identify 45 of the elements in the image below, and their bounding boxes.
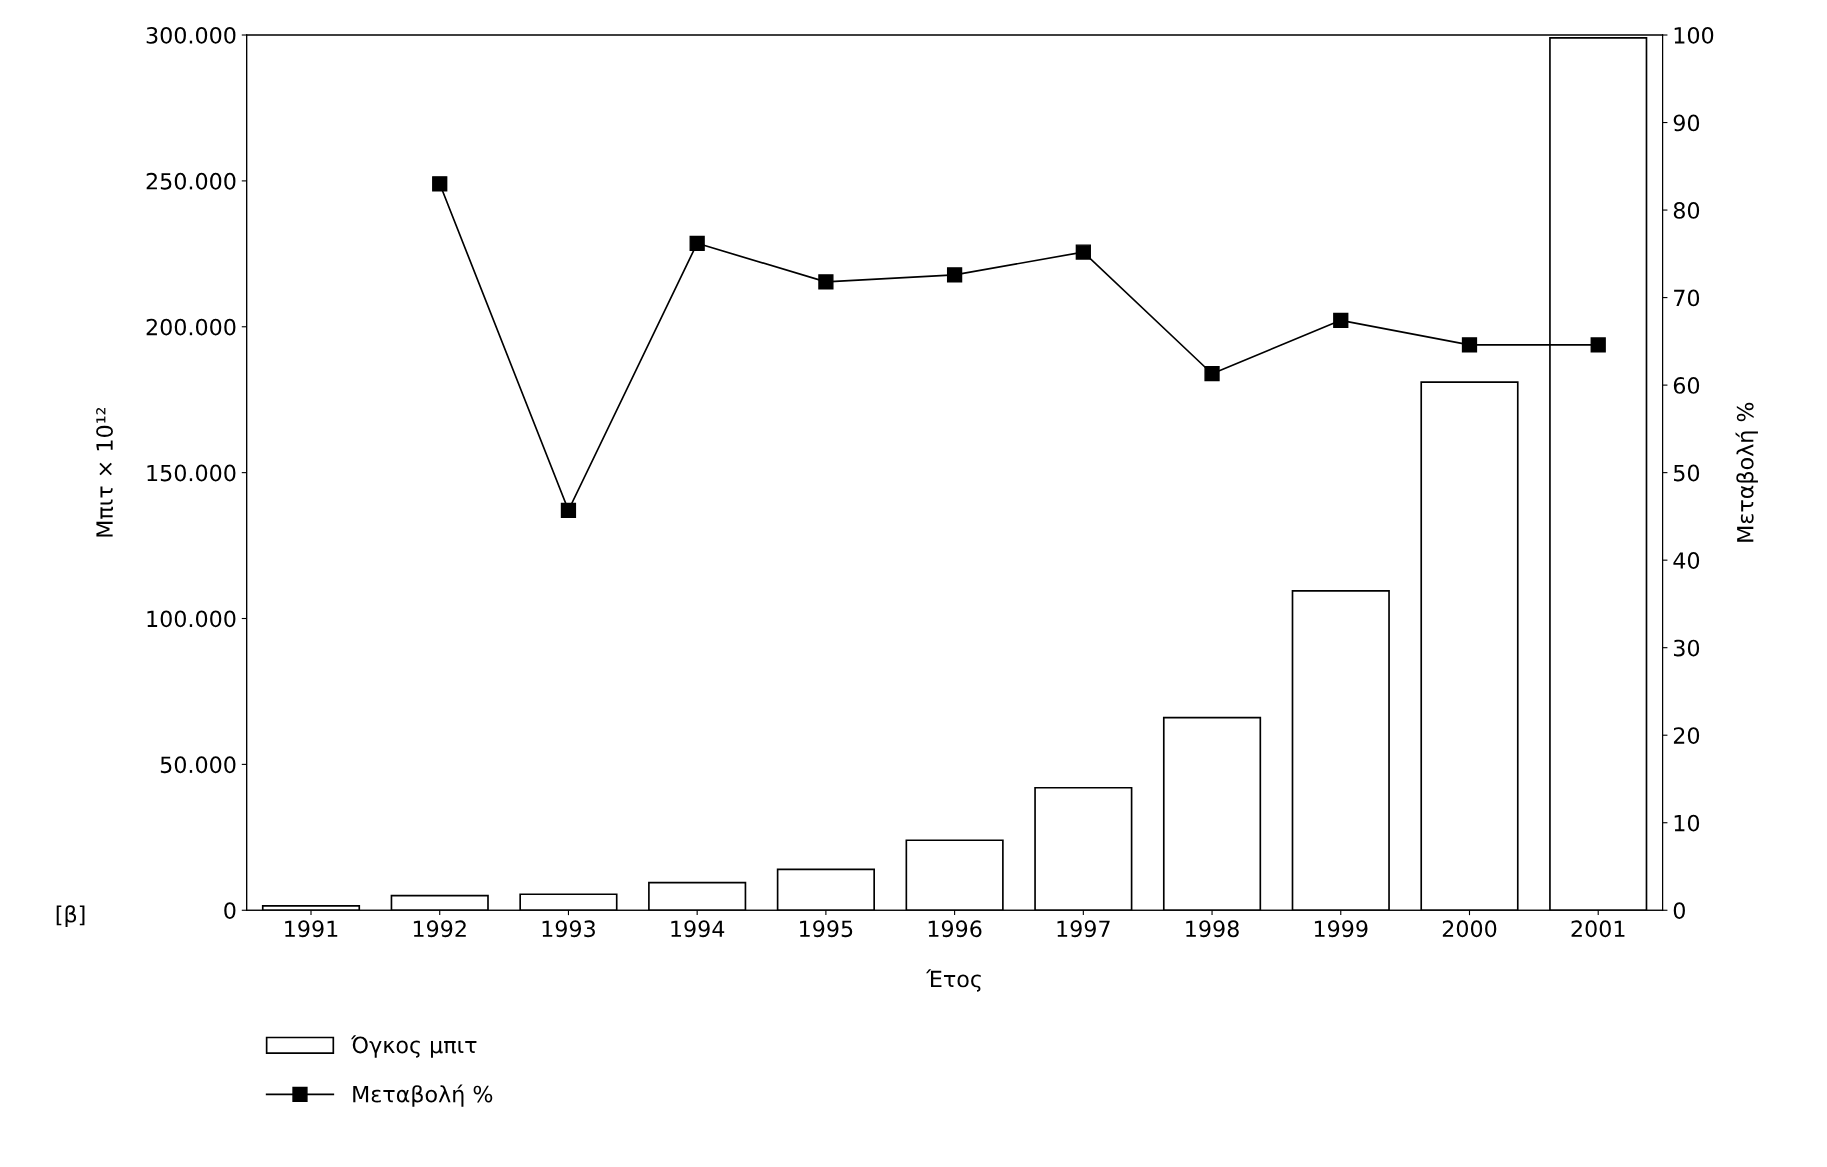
y-tick-label: 100.000 [147, 610, 236, 628]
y2-tick-label: 90 [1673, 114, 1700, 132]
text: [β] [56, 905, 85, 927]
x-tick-label: 1994 [671, 920, 725, 938]
x-tick-label: 2001 [1571, 920, 1625, 938]
x-tick-label: 1991 [285, 920, 338, 938]
y-axis-title: Μπιτ × 10¹² [96, 407, 114, 537]
x-axis-title: Έτος [926, 969, 981, 992]
y-tick-label: 250.000 [146, 172, 236, 190]
x-tick-label: 1997 [1057, 920, 1110, 938]
point [1075, 244, 1091, 260]
point [689, 235, 705, 251]
y2-tick-label: 0 [1673, 902, 1685, 920]
y2-tick-label: 30 [1673, 639, 1700, 657]
point [1333, 312, 1349, 328]
y-tick-label: 50.000 [160, 756, 236, 774]
y-tick-label: 200.000 [146, 318, 236, 336]
y2-tick-label: 50 [1674, 464, 1700, 482]
point [818, 274, 834, 290]
point [1590, 337, 1606, 353]
x-tick-label: 1998 [1186, 920, 1239, 938]
x-tick-label: 1993 [542, 920, 595, 938]
y2-tick-label: 100 [1674, 26, 1714, 44]
y-tick-label: 0 [224, 902, 236, 920]
point [432, 176, 448, 192]
x-tick-label: 1996 [928, 920, 982, 938]
y2-tick-label: 40 [1673, 552, 1700, 569]
x-tick-label: 1999 [1314, 920, 1368, 938]
legend-label: Μεταβολή % [353, 1084, 493, 1107]
y2-tick-label: 70 [1674, 289, 1700, 307]
y-tick-label: 300.000 [146, 26, 236, 44]
x-tick-label: 1992 [413, 920, 466, 938]
legend-label: Όγκος μπιτ [350, 1035, 477, 1058]
point [560, 502, 577, 518]
point [1204, 366, 1220, 382]
x-tick-label: 1995 [800, 920, 853, 938]
y2-tick-label: 10 [1674, 814, 1700, 832]
y2-axis-title: Μεταβολή % [1735, 402, 1758, 542]
point [1461, 337, 1478, 353]
x-tick-label: 2000 [1442, 920, 1497, 938]
y2-tick-label: 60 [1673, 377, 1700, 394]
y2-tick-label: 20 [1673, 727, 1700, 744]
y2-tick-label: 80 [1673, 202, 1700, 219]
y-tick-label: 150.000 [147, 464, 236, 482]
point [946, 267, 963, 283]
